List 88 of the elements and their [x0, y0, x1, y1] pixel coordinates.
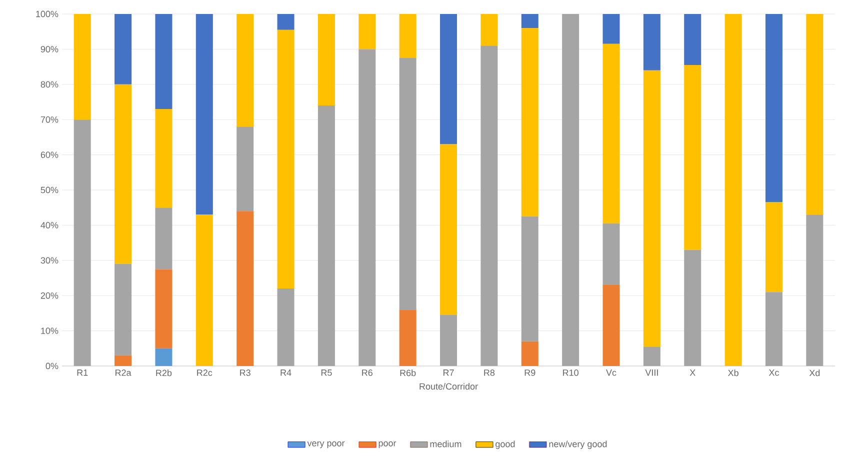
- bar: [155, 269, 172, 348]
- bar: [155, 109, 172, 208]
- bar: [521, 216, 538, 342]
- bar: [765, 14, 782, 202]
- bar: [399, 14, 416, 58]
- legend-label: poor: [378, 441, 396, 448]
- bar: [724, 14, 742, 366]
- legend-label: very poor: [307, 441, 345, 448]
- bar: [602, 285, 620, 366]
- bar: [155, 348, 172, 366]
- bar: [74, 120, 91, 366]
- bar: [155, 208, 172, 270]
- x-tick-label: R6: [362, 370, 372, 376]
- y-tick-label: 100%: [36, 10, 58, 18]
- bar: [399, 310, 416, 366]
- x-tick-label: VIII: [645, 370, 658, 376]
- y-tick-label: 90%: [40, 46, 58, 52]
- bar: [318, 106, 335, 366]
- bar: [643, 70, 660, 347]
- y-tick-label: 60%: [40, 152, 58, 158]
- x-tick-label: R3: [240, 370, 250, 376]
- bar: [277, 14, 294, 30]
- bar: [765, 202, 782, 292]
- bar: [114, 264, 132, 356]
- bar: [114, 14, 132, 84]
- y-tick-label: 10%: [41, 328, 58, 334]
- bar: [358, 49, 376, 366]
- bar: [236, 211, 254, 366]
- bar: [440, 14, 458, 144]
- bar: [440, 314, 458, 366]
- bar: [196, 214, 213, 366]
- x-axis-title: Route/Corridor: [420, 382, 478, 390]
- bar: [277, 30, 294, 289]
- x-tick-label: R2b: [156, 370, 172, 376]
- bar: [236, 126, 254, 212]
- y-tick-label: 0%: [46, 362, 58, 370]
- x-tick-label: R1: [77, 370, 88, 376]
- bar: [684, 250, 702, 366]
- x-tick-label: X: [690, 370, 696, 376]
- x-tick-label: Xd: [809, 370, 820, 376]
- bar: [765, 292, 782, 366]
- x-tick-label: R2c: [197, 370, 212, 376]
- bar: [602, 223, 620, 286]
- bar: [358, 14, 376, 50]
- bar: [155, 14, 172, 110]
- y-tick-label: 30%: [40, 257, 58, 264]
- x-tick-label: R4: [280, 370, 292, 376]
- bar: [602, 44, 620, 224]
- legend-label: new/very good: [549, 440, 607, 449]
- bar: [684, 14, 702, 66]
- x-tick-label: Xb: [728, 370, 738, 376]
- legend-label: medium: [430, 440, 462, 448]
- bar: [277, 288, 294, 366]
- x-tick-label: Vc: [606, 370, 616, 376]
- bar: [521, 14, 538, 28]
- x-tick-label: R6b: [400, 370, 416, 376]
- bar: [684, 65, 702, 250]
- bar: [236, 14, 254, 127]
- bar: [806, 214, 824, 366]
- bar: [399, 58, 416, 310]
- x-tick-label: R7: [443, 370, 454, 376]
- bar: [318, 14, 335, 106]
- y-tick-label: 70%: [40, 116, 58, 123]
- x-tick-label: R9: [524, 370, 536, 376]
- x-tick-label: R5: [321, 370, 332, 376]
- bar: [602, 14, 620, 44]
- bar: [480, 14, 498, 46]
- bar: [196, 14, 213, 215]
- bar: [114, 84, 132, 264]
- legend-label: good: [496, 440, 515, 449]
- bar: [521, 341, 538, 366]
- x-tick-label: R2a: [116, 370, 132, 376]
- bar: [480, 46, 498, 366]
- bar: [806, 14, 824, 215]
- y-tick-label: 40%: [40, 222, 58, 228]
- y-tick-label: 50%: [40, 186, 58, 194]
- bar: [643, 14, 660, 70]
- bar: [521, 28, 538, 216]
- bar: [74, 14, 91, 120]
- bar: [562, 14, 580, 366]
- x-tick-label: Xc: [768, 370, 779, 376]
- x-tick-label: R8: [484, 370, 495, 376]
- bar: [643, 346, 660, 366]
- y-tick-label: 20%: [40, 292, 58, 299]
- bar: [114, 355, 132, 366]
- bar: [440, 144, 458, 315]
- y-tick-label: 80%: [40, 81, 58, 88]
- x-tick-label: R10: [563, 370, 578, 376]
